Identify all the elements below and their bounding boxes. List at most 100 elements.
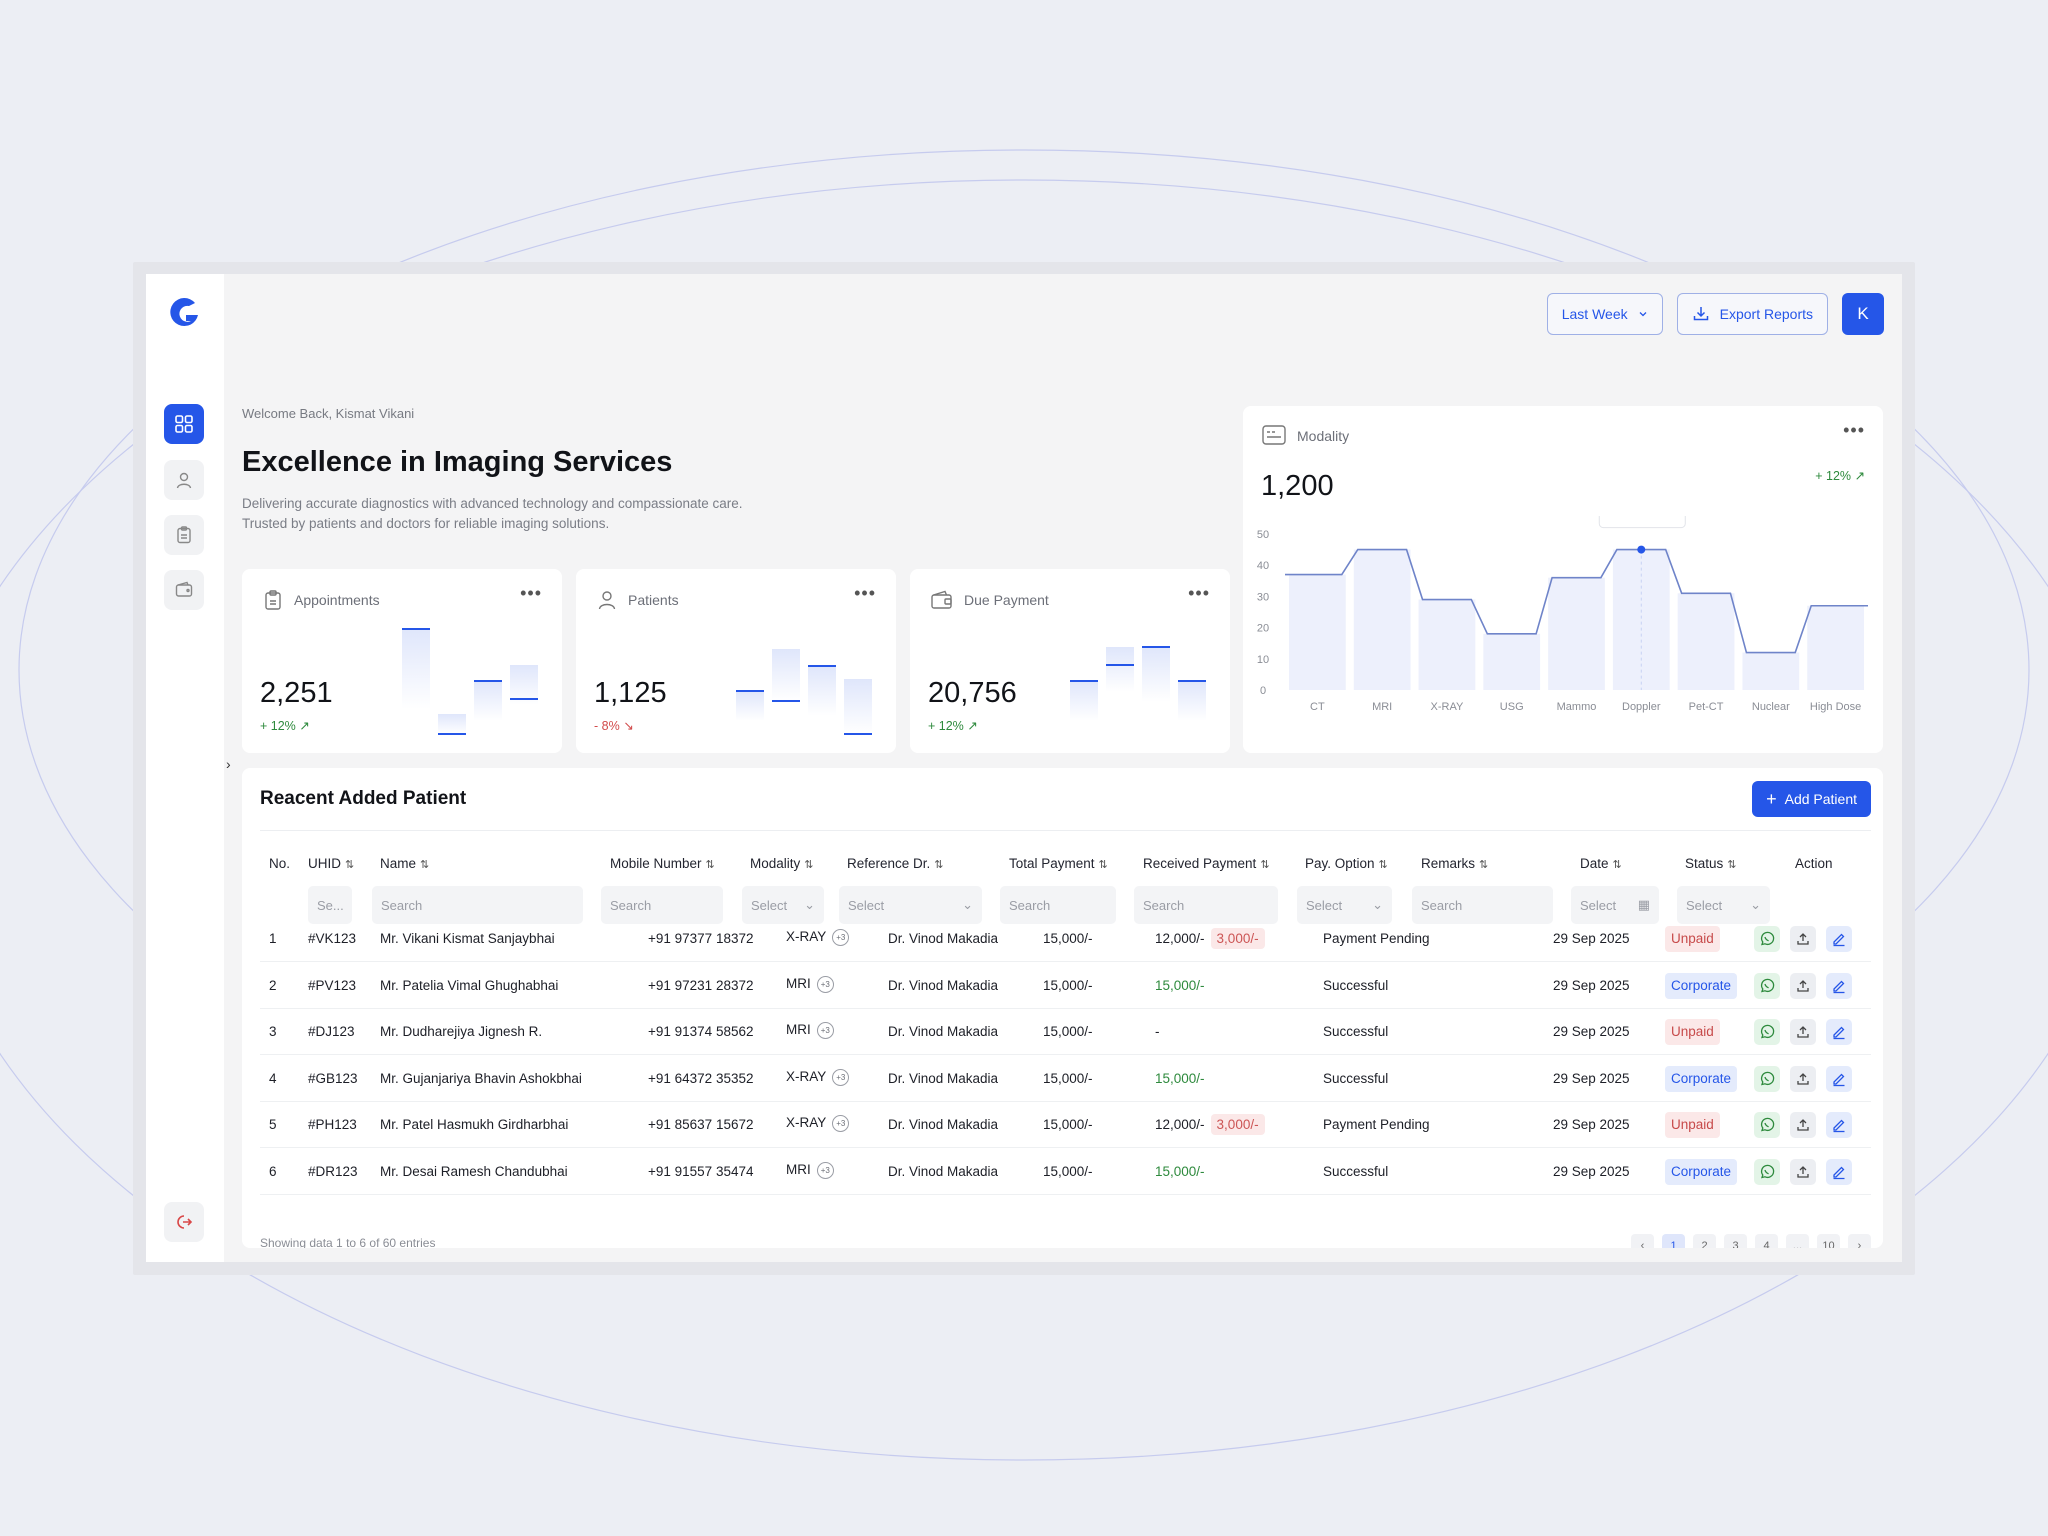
more-modalities-badge[interactable]: +3 xyxy=(832,1115,850,1133)
modality-select[interactable]: Select ⌄ xyxy=(742,886,824,924)
upload-button[interactable] xyxy=(1790,1065,1816,1092)
sort-icon: ⇅ xyxy=(804,859,814,871)
sidebar-expand-chevron-icon[interactable]: › xyxy=(226,756,231,772)
col-remarks[interactable]: Remarks ⇅ xyxy=(1421,856,1489,871)
appointments-card: Appointments ••• 2,251 + 12% ↗ xyxy=(242,569,562,753)
total-payment-search-input[interactable]: Search xyxy=(1000,886,1116,924)
more-modalities-badge[interactable]: +3 xyxy=(832,929,850,946)
nav-patients[interactable] xyxy=(164,460,204,500)
x-tick-label: USG xyxy=(1500,701,1524,713)
edit-button[interactable] xyxy=(1826,1112,1852,1139)
whatsapp-button[interactable] xyxy=(1754,1112,1780,1139)
row-mobile: +91 91557 35474 xyxy=(648,1164,754,1179)
page-button[interactable]: 4 xyxy=(1755,1234,1778,1248)
col-reference[interactable]: Reference Dr. ⇅ xyxy=(847,856,944,871)
whatsapp-button[interactable] xyxy=(1754,1159,1780,1185)
row-name: Mr. Dudharejiya Jignesh R. xyxy=(380,1024,543,1040)
nav-dashboard[interactable] xyxy=(164,404,204,444)
more-options-icon[interactable]: ••• xyxy=(520,583,542,603)
row-no: 3 xyxy=(269,1024,277,1040)
upload-button[interactable] xyxy=(1790,1112,1816,1139)
page-button[interactable]: ‹ xyxy=(1631,1234,1654,1248)
x-tick-label: High Dose xyxy=(1810,701,1861,713)
page-button[interactable]: 3 xyxy=(1724,1234,1747,1248)
col-uhid[interactable]: UHID ⇅ xyxy=(308,856,355,871)
upload-button[interactable] xyxy=(1790,926,1816,952)
col-status[interactable]: Status ⇅ xyxy=(1685,856,1737,871)
nav-billing[interactable] xyxy=(164,570,204,610)
appointments-mini-chart xyxy=(402,628,538,735)
row-received: 15,000/- xyxy=(1155,1160,1205,1184)
upload-icon xyxy=(1797,1119,1809,1132)
row-remarks: Successful xyxy=(1323,1164,1389,1179)
recent-patients-card: Reacent Added Patient + Add Patient No. … xyxy=(242,768,1883,1248)
user-avatar[interactable]: K xyxy=(1842,293,1884,335)
trend-up-icon: ↗ xyxy=(967,719,978,733)
name-search-input[interactable]: Search xyxy=(372,886,583,924)
edit-button[interactable] xyxy=(1826,926,1852,952)
edit-icon xyxy=(1833,933,1845,947)
col-action: Action xyxy=(1795,856,1833,871)
page-button[interactable]: 1 xyxy=(1662,1234,1685,1248)
col-mobile[interactable]: Mobile Number ⇅ xyxy=(610,856,715,871)
row-remarks: Successful xyxy=(1323,1024,1389,1040)
nav-reports[interactable] xyxy=(164,515,204,555)
col-date[interactable]: Date ⇅ xyxy=(1580,856,1622,871)
chart-bar xyxy=(1483,633,1541,690)
edit-button[interactable] xyxy=(1826,1159,1852,1185)
whatsapp-button[interactable] xyxy=(1754,926,1780,952)
more-modalities-badge[interactable]: +3 xyxy=(832,1068,850,1086)
welcome-greeting: Welcome Back, Kismat Vikani xyxy=(242,406,415,421)
row-uhid: #GB123 xyxy=(308,1070,358,1086)
more-modalities-badge[interactable]: +3 xyxy=(816,975,834,993)
tooltip-value: 35 xyxy=(1607,516,1621,518)
row-date: 29 Sep 2025 xyxy=(1553,1164,1630,1179)
col-total-payment[interactable]: Total Payment ⇅ xyxy=(1009,856,1108,871)
edit-button[interactable] xyxy=(1826,1019,1852,1046)
row-mobile: +91 91374 58562 xyxy=(648,1024,754,1040)
whatsapp-button[interactable] xyxy=(1754,1019,1780,1046)
more-modalities-badge[interactable]: +3 xyxy=(816,1162,834,1179)
edit-button[interactable] xyxy=(1826,1065,1852,1092)
upload-button[interactable] xyxy=(1790,1019,1816,1046)
status-badge: Corporate xyxy=(1665,1159,1738,1185)
mobile-search-input[interactable]: Search xyxy=(601,886,723,924)
page-button[interactable]: 10 xyxy=(1817,1234,1840,1248)
chart-series-line xyxy=(1285,548,1868,654)
more-options-icon[interactable]: ••• xyxy=(854,583,876,603)
add-patient-button[interactable]: + Add Patient xyxy=(1752,781,1871,817)
more-options-icon[interactable]: ••• xyxy=(1843,420,1865,440)
chevron-down-icon: ⌄ xyxy=(804,897,815,912)
logout-button[interactable] xyxy=(164,1202,204,1242)
upload-button[interactable] xyxy=(1790,972,1816,999)
modality-text: X-RAY xyxy=(786,929,827,945)
status-select[interactable]: Select ⌄ xyxy=(1677,886,1770,924)
received-payment-search-input[interactable]: Search xyxy=(1134,886,1278,924)
more-options-icon[interactable]: ••• xyxy=(1188,583,1210,603)
pay-option-select[interactable]: Select ⌄ xyxy=(1297,886,1392,924)
col-modality[interactable]: Modality ⇅ xyxy=(750,856,814,871)
row-received: 15,000/- xyxy=(1155,974,1205,998)
upload-icon xyxy=(1797,933,1809,945)
stat-value: 2,251 xyxy=(260,677,333,709)
more-modalities-badge[interactable]: +3 xyxy=(816,1022,834,1040)
remarks-search-input[interactable]: Search xyxy=(1412,886,1553,924)
col-pay-option[interactable]: Pay. Option ⇅ xyxy=(1305,856,1388,871)
period-dropdown[interactable]: Last Week xyxy=(1546,293,1663,335)
page-button[interactable]: 2 xyxy=(1693,1234,1716,1248)
whatsapp-button[interactable] xyxy=(1754,972,1780,999)
uhid-search-input[interactable]: Se... xyxy=(308,886,352,924)
chart-bar xyxy=(1548,577,1605,690)
status-badge: Corporate xyxy=(1665,1065,1738,1092)
col-name[interactable]: Name ⇅ xyxy=(380,856,430,871)
reference-select[interactable]: Select ⌄ xyxy=(839,886,982,924)
row-modality: MRI +3 xyxy=(786,1162,834,1179)
col-received-payment[interactable]: Received Payment ⇅ xyxy=(1143,856,1270,871)
page-button[interactable]: ... xyxy=(1786,1234,1809,1248)
export-reports-button[interactable]: Export Reports xyxy=(1676,293,1828,335)
whatsapp-button[interactable] xyxy=(1754,1065,1780,1092)
date-select[interactable]: Select ▦ xyxy=(1571,886,1659,924)
page-button[interactable]: › xyxy=(1848,1234,1871,1248)
upload-button[interactable] xyxy=(1790,1159,1816,1185)
edit-button[interactable] xyxy=(1826,972,1852,999)
